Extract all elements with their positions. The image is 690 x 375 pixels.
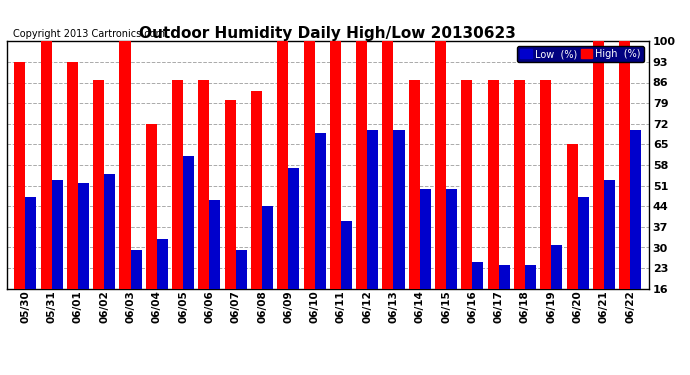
Bar [420,189,431,336]
Bar [330,41,341,336]
Legend: Low  (%), High  (%): Low (%), High (%) [517,46,644,62]
Bar [462,80,473,336]
Bar [435,41,446,336]
Bar [104,174,115,336]
Bar [119,41,130,336]
Bar [225,100,236,336]
Bar [566,144,578,336]
Bar [183,156,194,336]
Bar [593,41,604,336]
Bar [551,244,562,336]
Bar [499,265,510,336]
Bar [209,200,220,336]
Bar [473,262,484,336]
Bar [578,197,589,336]
Bar [130,251,141,336]
Bar [525,265,536,336]
Bar [446,189,457,336]
Bar [41,41,52,336]
Bar [251,92,262,336]
Bar [356,41,367,336]
Bar [408,80,420,336]
Bar [604,180,615,336]
Bar [288,168,299,336]
Bar [367,130,378,336]
Bar [262,206,273,336]
Bar [540,80,551,336]
Bar [26,197,37,336]
Bar [146,124,157,336]
Bar [157,238,168,336]
Bar [619,41,630,336]
Bar [198,80,209,336]
Bar [630,130,641,336]
Title: Outdoor Humidity Daily High/Low 20130623: Outdoor Humidity Daily High/Low 20130623 [139,26,516,41]
Bar [52,180,63,336]
Bar [382,41,393,336]
Bar [67,62,78,336]
Bar [78,183,89,336]
Bar [315,133,326,336]
Bar [236,251,247,336]
Bar [14,62,26,336]
Bar [93,80,104,336]
Bar [277,41,288,336]
Text: Copyright 2013 Cartronics.com: Copyright 2013 Cartronics.com [13,29,166,39]
Bar [514,80,525,336]
Bar [304,41,315,336]
Bar [488,80,499,336]
Bar [341,221,352,336]
Bar [172,80,183,336]
Bar [393,130,404,336]
